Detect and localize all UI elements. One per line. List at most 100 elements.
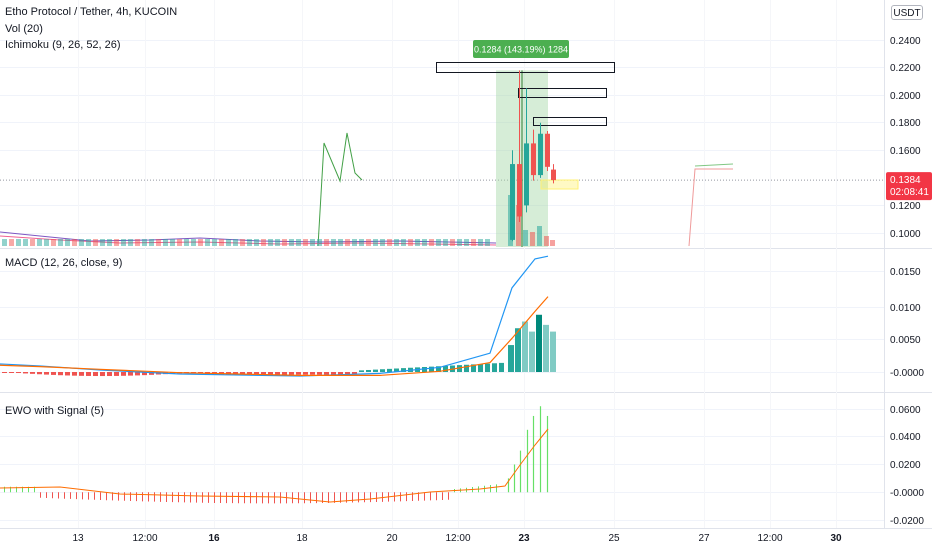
volume-bar (415, 239, 420, 246)
ichimoku-leading-span (688, 168, 733, 247)
macd-histogram-bar (359, 370, 364, 372)
measure-label-text: 0.1284 (143.19%) 1284 (474, 45, 568, 55)
current-price-label: 0.1384 (890, 175, 921, 186)
macd-histogram-bar (289, 372, 294, 375)
macd-histogram-bar (30, 372, 35, 374)
macd-histogram-bar (543, 324, 549, 372)
candle-body (531, 143, 536, 176)
macd-histogram-bar (149, 372, 154, 375)
macd-histogram-bar (387, 368, 392, 372)
volume-bar (170, 239, 175, 246)
time-tick-label: 13 (72, 533, 84, 544)
volume-legend[interactable]: Vol (20) (5, 23, 43, 35)
symbol-title[interactable]: Etho Protocol / Tether, 4h, KUCOIN (5, 6, 178, 18)
macd-histogram-bar (240, 372, 245, 375)
time-tick-label: 18 (296, 533, 308, 544)
volume-bar (282, 239, 287, 246)
volume-bar (331, 239, 336, 246)
volume-bar (37, 239, 42, 246)
macd-legend[interactable]: MACD (12, 26, close, 9) (5, 257, 123, 269)
macd-histogram-bar (436, 366, 441, 372)
volume-bar (345, 239, 350, 246)
volume-bar (219, 239, 224, 246)
drawn-rectangle (518, 88, 607, 98)
volume-bar (268, 239, 273, 246)
macd-histogram-bar (373, 369, 378, 372)
macd-histogram-bar (100, 372, 105, 377)
volume-bar (464, 239, 469, 246)
volume-bar (324, 239, 329, 246)
volume-bar (254, 239, 259, 246)
volume-bar (100, 239, 105, 246)
macd-histogram-bar (394, 368, 399, 372)
volume-bar (58, 239, 63, 246)
macd-histogram-bar (366, 369, 371, 372)
macd-tick-label: 0.0100 (890, 303, 921, 314)
volume-bar (443, 239, 448, 246)
macd-histogram-bar (135, 372, 140, 376)
macd-histogram-bar (261, 372, 266, 375)
macd-histogram-bar (9, 372, 14, 373)
macd-histogram-bar (324, 372, 329, 375)
macd-histogram-bar (121, 372, 126, 376)
volume-bar (93, 239, 98, 246)
macd-histogram-bar (303, 372, 308, 375)
candle-body (551, 169, 556, 181)
time-tick-label: 23 (518, 533, 530, 544)
macd-histogram-bar (247, 372, 252, 375)
volume-bar (240, 239, 245, 246)
macd-histogram-bar (508, 345, 514, 372)
volume-bar (114, 239, 119, 246)
macd-histogram-bar (142, 372, 147, 376)
price-tick-label: 0.1800 (890, 118, 921, 129)
volume-bar (537, 226, 542, 246)
volume-bar (380, 239, 385, 246)
volume-bar (275, 239, 280, 246)
volume-bar (530, 232, 535, 246)
macd-histogram-bar (422, 367, 427, 372)
macd-histogram-bar (499, 362, 504, 372)
volume-bar (436, 239, 441, 246)
macd-histogram-bar (331, 372, 336, 375)
volume-bar (128, 239, 133, 246)
drawn-highlight-box (540, 179, 579, 190)
macd-histogram-bar (2, 372, 7, 373)
volume-bar (429, 239, 434, 246)
ichimoku-lagging-span (317, 132, 363, 247)
macd-tick-label: 0.0050 (890, 335, 921, 346)
time-tick-label: 30 (830, 533, 842, 544)
price-tick-label: 0.2400 (890, 36, 921, 47)
volume-bar (478, 239, 483, 246)
volume-bar (310, 239, 315, 246)
volume-bar (2, 239, 7, 246)
macd-histogram-bar (550, 331, 556, 372)
volume-bar (233, 239, 238, 246)
volume-bar (422, 239, 427, 246)
volume-bar (16, 239, 21, 246)
volume-bar (408, 239, 413, 246)
macd-signal-line (0, 296, 549, 376)
volume-bar (9, 239, 14, 246)
currency-unit-button[interactable]: USDT (891, 5, 923, 20)
macd-histogram-bar (37, 372, 42, 375)
macd-histogram-bar (352, 372, 357, 375)
macd-histogram-bar (296, 372, 301, 375)
volume-bar (338, 239, 343, 246)
macd-histogram-bar (65, 372, 70, 376)
ewo-legend[interactable]: EWO with Signal (5) (5, 405, 105, 417)
macd-histogram-bar (515, 328, 521, 372)
volume-bar (191, 239, 196, 246)
macd-histogram-bar (345, 372, 350, 375)
ichimoku-legend[interactable]: Ichimoku (9, 26, 52, 26) (5, 39, 121, 51)
macd-histogram-bar (51, 372, 56, 375)
macd-histogram-bar (128, 372, 133, 376)
volume-bar (79, 239, 84, 246)
macd-histogram-bar (268, 372, 273, 375)
volume-bar (401, 239, 406, 246)
volume-bar (156, 239, 161, 246)
volume-bar (198, 239, 203, 246)
volume-bar (51, 239, 56, 246)
volume-bar (544, 236, 549, 246)
